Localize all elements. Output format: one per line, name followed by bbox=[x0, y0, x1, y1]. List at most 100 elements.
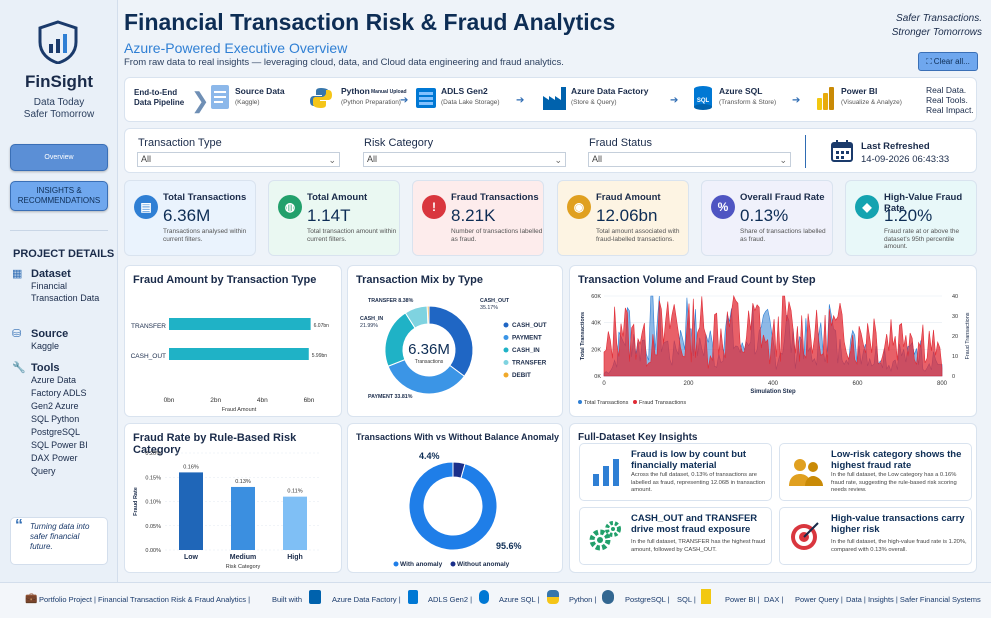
fraud-status-label: Fraud Status bbox=[589, 137, 652, 149]
alert-shield-icon: ! bbox=[422, 195, 446, 219]
arrow-right-icon: ➔ bbox=[400, 95, 409, 106]
x-axis-label: Fraud Amount bbox=[222, 407, 257, 413]
bar bbox=[169, 348, 309, 360]
adls-icon bbox=[408, 590, 418, 604]
footer-item: Azure Data Factory | bbox=[332, 595, 401, 604]
percent-icon: % bbox=[711, 195, 735, 219]
legend-label: Without anomaly bbox=[457, 561, 510, 568]
table-icon: ▦ bbox=[12, 268, 23, 280]
legend-label: CASH_OUT bbox=[512, 322, 547, 329]
y-tick-label: 0K bbox=[594, 374, 601, 380]
x-tick-label: 0bn bbox=[164, 397, 175, 404]
insight-heading: High-value transactions carry higher ris… bbox=[831, 513, 965, 535]
dataset-section: ▦ Dataset Financial Transaction Data bbox=[12, 268, 100, 303]
category-label: TRANSFER bbox=[131, 323, 166, 330]
divider bbox=[805, 135, 806, 168]
bar bbox=[179, 472, 203, 550]
nav-insights-button[interactable]: INSIGHTS & RECOMMENDATIONS bbox=[10, 181, 108, 211]
filter-icon: ⛶ bbox=[926, 56, 932, 66]
chart-title: Transaction Mix by Type bbox=[356, 274, 483, 286]
bar bbox=[283, 496, 307, 550]
pipeline-step-adls: ADLS Gen2 (Data Lake Storage) bbox=[441, 86, 500, 106]
insight-body: In the full dataset, TRANSFER has the hi… bbox=[631, 539, 766, 553]
fraud-amount-bar-chart: TRANSFER 6.07bn CASH_OUT 5.99bn 0bn 2bn 4bn 6bn… bbox=[131, 318, 329, 413]
x-tick-label: 600 bbox=[852, 381, 863, 387]
legend-label: Fraud Transactions bbox=[639, 400, 686, 406]
kpi-title: Overall Fraud Rate bbox=[740, 192, 825, 203]
power-bi-icon bbox=[701, 589, 711, 604]
python-icon bbox=[547, 590, 559, 604]
kpi-value: 8.21K bbox=[451, 206, 496, 225]
last-refreshed-value: 14-09-2026 06:43:33 bbox=[861, 154, 950, 165]
brand-name: FinSight bbox=[25, 72, 93, 91]
storage-icon bbox=[416, 88, 436, 108]
postgresql-icon bbox=[602, 590, 614, 604]
divider bbox=[10, 230, 108, 231]
x-tick-label: 4bn bbox=[257, 397, 268, 404]
page-title: Financial Transaction Risk & Fraud Analy… bbox=[124, 9, 616, 35]
y-tick-label: 0.00% bbox=[145, 548, 161, 554]
legend-marker bbox=[633, 400, 637, 404]
kpi-value: 1.14T bbox=[307, 206, 351, 225]
kpi-title: Total Amount bbox=[307, 192, 368, 203]
y2-axis-label: Fraud Transactions bbox=[965, 312, 971, 359]
kpi-value: 12.06bn bbox=[596, 206, 658, 225]
y2-tick-label: 10 bbox=[952, 354, 958, 360]
wrench-icon: 🔧 bbox=[12, 362, 26, 374]
kpi-card: ! Fraud Transactions 8.21K Number of transa… bbox=[412, 180, 544, 256]
legend-label: PAYMENT bbox=[512, 335, 542, 342]
footer-item: SQL | bbox=[677, 595, 696, 604]
legend-marker bbox=[503, 347, 509, 353]
y-tick-label: 20K bbox=[591, 347, 601, 353]
manual-upload-label: Manual Upload bbox=[371, 89, 407, 95]
arrow-right-icon: ➔ bbox=[792, 95, 801, 106]
chevron-down-icon: ⌄ bbox=[328, 155, 336, 165]
x-tick-label: 2bn bbox=[210, 397, 221, 404]
footer: 💼 Portfolio Project | Financial Transact… bbox=[0, 582, 991, 618]
data-pipeline: End-to-End Data Pipeline ❯ Source Data (Ka… bbox=[124, 77, 977, 122]
volume-fraud-chart-card: Transaction Volume and Fraud Count by St… bbox=[569, 265, 977, 417]
pipeline-label: End-to-End Data Pipeline bbox=[134, 88, 185, 107]
project-details-title: PROJECT DETAILS bbox=[13, 248, 115, 260]
chevron-right-icon: ❯ bbox=[191, 88, 210, 113]
y2-tick-label: 20 bbox=[952, 334, 958, 340]
sidebar: FinSight Data Today Safer Tomorrow Overvi… bbox=[0, 0, 118, 582]
insight-card: High-value transactions carry higher ris… bbox=[779, 507, 972, 565]
chart-title: Transactions With vs Without Balance Ano… bbox=[356, 432, 560, 442]
insight-card: CASH_OUT and TRANSFER drive most fraud e… bbox=[579, 507, 772, 565]
donut-slice-debit bbox=[426, 305, 430, 325]
y-axis-label: Total Transactions bbox=[580, 312, 586, 360]
insights-title: Full-Dataset Key Insights bbox=[578, 432, 698, 443]
balance-anomaly-donut-chart: 95.6% 4.4% With anomaly Without anomaly bbox=[393, 451, 522, 568]
nav-overview-button[interactable]: Overview bbox=[10, 144, 108, 171]
footer-item: Power BI | bbox=[725, 595, 760, 604]
category-label: High bbox=[287, 554, 303, 561]
clear-all-button[interactable]: ⛶ Clear all... bbox=[918, 52, 978, 71]
legend-marker bbox=[393, 561, 399, 567]
briefcase-icon: 💼 bbox=[25, 593, 38, 604]
legend-label: CASH_IN bbox=[512, 347, 540, 354]
fraud-status-select[interactable]: All ⌄ bbox=[588, 152, 791, 167]
coins-stack-icon: ◉ bbox=[567, 195, 591, 219]
chevron-down-icon: ⌄ bbox=[554, 155, 562, 165]
kpi-value: 0.13% bbox=[740, 206, 789, 225]
brand-tagline: Data Today Safer Tomorrow bbox=[23, 97, 95, 120]
transaction-type-select[interactable]: All ⌄ bbox=[137, 152, 340, 167]
kpi-note: Transactions analysed within current fil… bbox=[163, 228, 247, 243]
document-icon: ▤ bbox=[134, 195, 158, 219]
document-icon bbox=[211, 85, 229, 109]
risk-category-select[interactable]: All ⌄ bbox=[363, 152, 566, 167]
source-section: ⛁ Source Kaggle bbox=[12, 328, 69, 351]
gears-icon bbox=[589, 521, 621, 551]
kpi-note: Share of transactions labelled as fraud. bbox=[740, 228, 826, 243]
insight-heading: CASH_OUT and TRANSFER drive most fraud e… bbox=[631, 513, 758, 535]
footer-item: Python | bbox=[569, 595, 597, 604]
series-fraud-transactions bbox=[603, 294, 943, 377]
slice-label: TRANSFER 8.38% bbox=[368, 298, 414, 304]
svg-text:SQL: SQL bbox=[697, 98, 710, 104]
kpi-card: ◆ High-Value Fraud Rate 1.20% Fraud rate at… bbox=[845, 180, 977, 256]
kpi-title: Fraud Transactions bbox=[451, 192, 539, 203]
pipeline-end-text: Real Data. Real Tools. Real Impact. bbox=[926, 85, 974, 115]
x-tick-label: 200 bbox=[683, 381, 694, 387]
